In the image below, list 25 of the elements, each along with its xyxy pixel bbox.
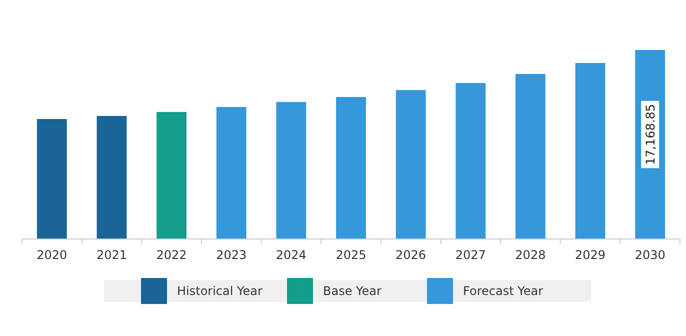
x-tick-label: 2027 <box>455 248 486 262</box>
legend-label: Forecast Year <box>463 284 544 298</box>
bar <box>336 96 366 239</box>
x-tick-label: 2020 <box>36 248 68 262</box>
x-tick-label: 2030 <box>634 248 666 262</box>
bar <box>516 74 546 239</box>
bar <box>156 112 186 239</box>
bar <box>396 90 426 239</box>
x-tick-label: 2023 <box>216 248 247 262</box>
x-tick-label: 2026 <box>396 248 426 262</box>
bar <box>216 107 246 239</box>
bar <box>575 62 606 239</box>
legend-label: Historical Year <box>177 284 262 298</box>
legend-label: Base Year <box>323 284 382 298</box>
x-tick-label: 2022 <box>156 248 187 262</box>
bar <box>36 119 67 239</box>
x-tick-label: 2028 <box>515 248 546 262</box>
bar <box>276 102 306 239</box>
x-tick-label: 2021 <box>96 248 127 262</box>
x-tick-label: 2024 <box>276 248 306 262</box>
x-tick-label: 2029 <box>575 248 606 262</box>
x-tick-label: 2025 <box>336 248 366 262</box>
bar <box>96 116 127 239</box>
bar <box>456 83 486 239</box>
data-label: 17,168.85 <box>643 104 658 166</box>
